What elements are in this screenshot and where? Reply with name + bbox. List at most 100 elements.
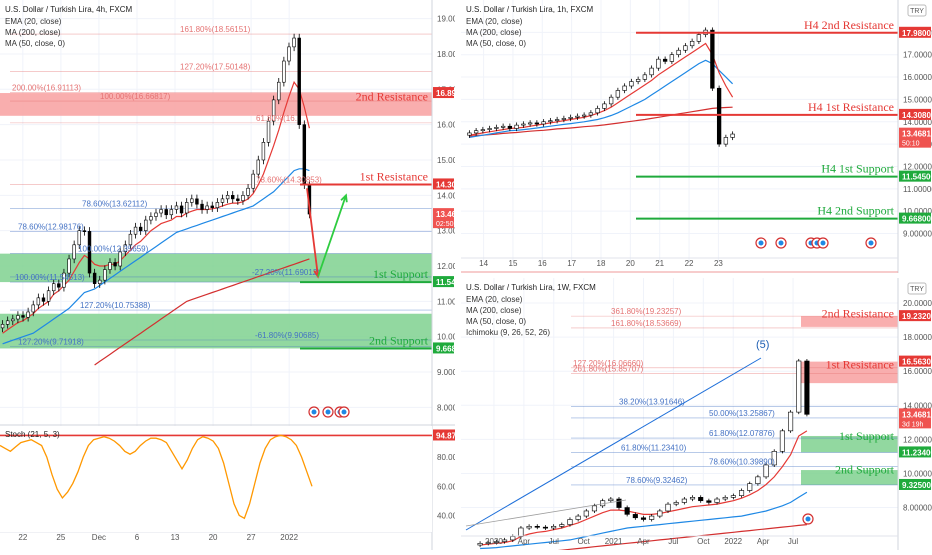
currency-badge	[907, 282, 927, 295]
left-chart-panel[interactable]: 161.80%(18.56151) 127.20%(17.50148) 200.00…	[0, 0, 471, 550]
candle-body	[16, 315, 20, 320]
candle-body	[642, 74, 648, 80]
level-name: H4 1st Resistance	[808, 100, 894, 114]
candle-body	[615, 90, 621, 98]
level-name: H4 1st Support	[821, 162, 894, 176]
x-tick-label: 27	[247, 533, 256, 542]
candle-body	[676, 49, 681, 56]
candle-body	[629, 81, 634, 87]
candle-body	[665, 503, 671, 512]
candle-body	[673, 502, 679, 505]
candle-body	[138, 226, 143, 231]
candle-body	[179, 205, 184, 214]
fib-label: 361.80%(19.23257)	[611, 307, 682, 316]
fib-label: -61.80%(9.90685)	[255, 331, 319, 340]
left-chart-svg[interactable]: 161.80%(18.56151) 127.20%(17.50148) 200.00…	[0, 0, 471, 550]
bottom-right-chart-svg[interactable]: 361.80%(19.23257) 161.80%(18.53669) 127.20…	[461, 278, 932, 555]
indicator-label: MA (200, close)	[5, 28, 61, 37]
candle-body	[98, 279, 102, 284]
fib-label: 200.00%(16.91113)	[12, 83, 81, 92]
price-tag-label: 9.32500	[902, 481, 931, 490]
bottom-right-chart-panel[interactable]: 361.80%(19.23257) 161.80%(18.53669) 127.20…	[461, 278, 932, 555]
candle-body	[779, 430, 785, 452]
price-tag	[899, 408, 931, 429]
y-tick-label: 9.00000	[437, 368, 455, 377]
candle-body	[297, 37, 301, 125]
candle-body	[184, 202, 189, 214]
candle-body	[46, 290, 51, 302]
candle-body	[67, 258, 71, 274]
candle-body	[669, 54, 675, 62]
x-tick-label: Oct	[577, 537, 590, 546]
candle-body	[616, 498, 622, 508]
fib-label: 61.80%(12.07876)	[709, 429, 775, 438]
price-tag-sub: 50:10	[902, 141, 920, 148]
candle-body	[683, 45, 688, 51]
price-tag	[433, 178, 454, 190]
level-name: H4 2nd Resistance	[804, 18, 894, 32]
x-tick-label: 25	[56, 533, 65, 542]
price-tag	[899, 478, 931, 490]
candle-body	[266, 120, 271, 143]
candle-body	[133, 226, 138, 235]
x-tick-label: 16	[538, 259, 547, 268]
ema-line	[480, 430, 808, 546]
candle-body	[215, 202, 220, 208]
candle-body	[277, 81, 281, 101]
candle-body	[635, 78, 641, 82]
x-tick-label: Dec	[92, 533, 106, 542]
price-tag-label: 13.46812	[902, 130, 932, 139]
price-tag-sub: 3d 19h	[902, 421, 924, 428]
indicator-label: EMA (20, close)	[466, 17, 523, 26]
x-tick-label: Jul	[668, 537, 678, 546]
candle-body	[624, 507, 630, 515]
y-tick-label: 17.00000	[903, 51, 932, 60]
stoch-y-tick: 40.00	[437, 511, 455, 520]
price-tag	[899, 355, 931, 367]
candle-body	[26, 311, 30, 318]
y-tick-label: 11.00000	[437, 297, 455, 306]
price-axis	[432, 0, 455, 550]
stoch-tag-label: 94.87	[436, 431, 455, 440]
currency-badge	[907, 4, 927, 17]
candle-body	[514, 124, 519, 129]
y-tick-label: 18.00000	[903, 333, 932, 342]
price-tag	[899, 310, 931, 322]
candle-body	[287, 46, 291, 62]
candle-body	[487, 128, 492, 130]
y-tick-label: 9.00000	[903, 230, 932, 239]
stoch-panel	[0, 426, 432, 532]
ma50-line	[469, 59, 734, 138]
price-tag-label: 17.98000	[902, 29, 932, 38]
fib-label: -27.20%(11.69012)	[252, 268, 320, 277]
price-tag	[433, 342, 454, 354]
level-name: H4 2nd Support	[817, 204, 894, 218]
candle-body	[154, 212, 158, 217]
candle-body	[602, 103, 607, 109]
candle-body	[493, 541, 499, 543]
candle-body	[480, 129, 486, 132]
event-flag-icon-inner	[805, 516, 811, 522]
candle-body	[159, 209, 163, 214]
fib-label: 100.00%(12.35659)	[78, 244, 149, 253]
indicator-label: EMA (20, close)	[466, 295, 523, 304]
x-tick-label: Apr	[518, 537, 531, 546]
candle-body	[123, 244, 128, 253]
price-tag	[899, 446, 931, 458]
candle-body	[195, 198, 199, 205]
y-tick-label: 12.00000	[903, 435, 932, 444]
indicator-label: MA (200, close)	[466, 306, 522, 315]
candle-body	[595, 108, 600, 114]
candle-body	[656, 58, 661, 69]
top-right-chart-panel[interactable]: H4 2nd Resistance H4 1st Resistance H4 1st…	[461, 0, 932, 273]
x-tick-label: 20	[626, 259, 635, 268]
price-tag-sub: 02:50:10	[436, 221, 455, 228]
fib-label: 127.20%(17.50148)	[180, 63, 251, 72]
chart-title: U.S. Dollar / Turkish Lira, 1W, FXCM	[466, 283, 596, 292]
indicator-label: MA (200, close)	[466, 28, 522, 37]
candle-body	[510, 536, 516, 541]
y-tick-label: 10.00000	[437, 333, 455, 342]
top-right-chart-svg[interactable]: H4 2nd Resistance H4 1st Resistance H4 1st…	[461, 0, 932, 273]
candle-body	[271, 99, 276, 122]
event-flag-icon-inner	[868, 240, 874, 246]
